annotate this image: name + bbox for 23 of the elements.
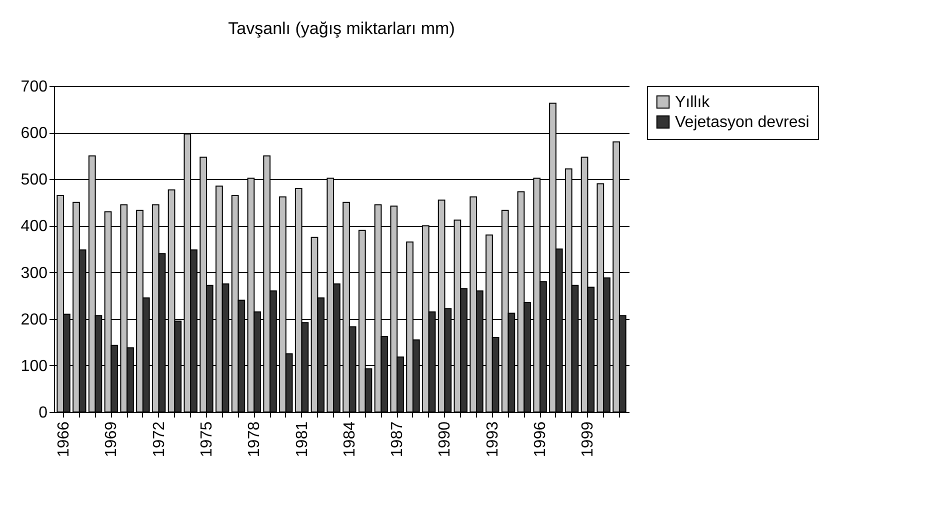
y-tick-label: 500 <box>20 172 48 189</box>
chart-title: Tavşanlı (yağış miktarları mm) <box>228 19 455 38</box>
y-tick-label: 300 <box>20 264 48 282</box>
x-tick-label: 1996 <box>532 421 550 458</box>
x-tick-label: 1993 <box>484 421 502 458</box>
x-tick-label: 1969 <box>103 421 120 458</box>
y-tick-label: 600 <box>20 125 48 142</box>
x-tick-label: 1990 <box>436 421 454 458</box>
y-tick-label: 700 <box>20 78 48 96</box>
x-tick-label: 1975 <box>198 421 216 458</box>
x-tick-label: 1978 <box>246 421 264 458</box>
y-tick-label: 100 <box>20 358 48 375</box>
legend-label: Yıllık <box>675 94 711 111</box>
x-tick-label: 1966 <box>56 421 73 458</box>
x-tick-label: 1999 <box>580 421 597 458</box>
x-tick-label: 1984 <box>341 421 358 458</box>
x-tick-label: 1987 <box>389 421 406 458</box>
x-tick-label: 1981 <box>294 421 311 458</box>
legend-label: Vejetasyon devresi <box>675 114 810 131</box>
y-tick-label: 0 <box>38 404 48 422</box>
y-tick-label: 400 <box>20 218 48 236</box>
y-tick-label: 200 <box>20 311 48 328</box>
x-tick-label: 1972 <box>150 421 168 458</box>
